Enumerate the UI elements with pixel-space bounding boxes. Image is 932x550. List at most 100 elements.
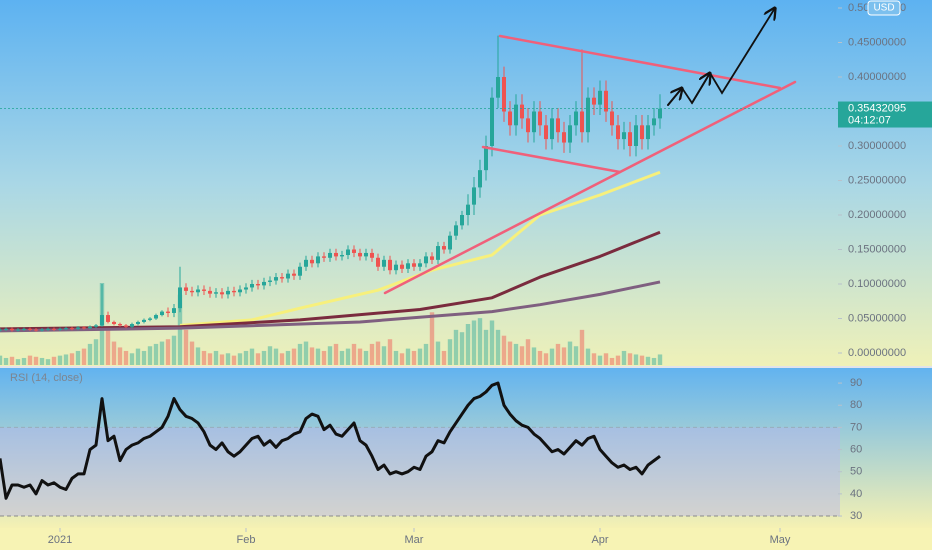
candle-body [70, 328, 74, 330]
candle-body [508, 111, 512, 126]
candle-body [184, 287, 188, 291]
candle-body [334, 252, 338, 257]
currency-badge [867, 0, 901, 16]
volume-bar [195, 347, 201, 365]
candle-body [124, 325, 128, 327]
volume-bar [447, 339, 453, 365]
candle-body [0, 329, 2, 331]
candle-body [274, 277, 278, 281]
candle-body [298, 266, 302, 276]
volume-bar [87, 343, 93, 365]
candle-body [76, 327, 80, 329]
volume-bar [51, 356, 57, 365]
candle-body [382, 259, 386, 267]
volume-bar [231, 355, 237, 365]
volume-bar [105, 329, 111, 365]
candle-body [88, 326, 92, 329]
last-price-label: 0.35432095 [848, 102, 906, 114]
volume-bar [75, 350, 81, 365]
candle-body [40, 329, 44, 331]
y-tick-label: 0.05000000 [848, 312, 906, 324]
volume-bar [525, 339, 531, 365]
rsi-tick-label: 70 [850, 421, 862, 433]
volume-bar [327, 346, 333, 365]
x-tick-label: Mar [405, 534, 424, 546]
volume-bar [63, 354, 69, 365]
volume-bar [279, 353, 285, 365]
candle-body [220, 292, 224, 295]
candle-body [424, 256, 428, 264]
volume-bar [639, 355, 645, 365]
candle-body [496, 77, 500, 98]
volume-bar [237, 353, 243, 365]
volume-bar [459, 332, 465, 365]
volume-bar [165, 339, 171, 365]
candle-body [316, 256, 320, 264]
candle-body [226, 290, 230, 295]
candle-body [250, 283, 254, 288]
candle-body [544, 125, 548, 140]
volume-bar [417, 348, 423, 365]
volume-bar [225, 353, 231, 365]
candle-body [154, 315, 158, 319]
moving-average [0, 280, 661, 333]
candle-body [628, 132, 632, 146]
candle-body [472, 187, 476, 205]
volume-bar [243, 350, 249, 365]
candle-body [490, 97, 494, 146]
candle-body [388, 259, 392, 271]
projection-arrow [667, 88, 682, 106]
candle-body [172, 308, 176, 313]
volume-bar [69, 353, 75, 365]
candle-body [142, 319, 146, 322]
candle-body [244, 287, 248, 290]
x-tick-label: 2021 [48, 534, 72, 546]
last-price-box [838, 101, 932, 128]
volume-bar [387, 339, 393, 365]
candle-body [22, 328, 26, 330]
volume-bar [273, 348, 279, 365]
volume-bar [441, 350, 447, 365]
volume-bar [489, 320, 495, 365]
volume-bar [411, 350, 417, 365]
candle-body [352, 249, 356, 253]
volume-bar [135, 348, 141, 365]
candle-body [94, 325, 98, 327]
candle-body [106, 315, 110, 322]
candle-body [574, 111, 578, 126]
candle-body [634, 125, 638, 146]
candle-body [586, 97, 590, 133]
volume-bar [453, 329, 459, 365]
candle-body [646, 125, 650, 140]
time-axis [0, 528, 932, 550]
y-tick-label: 0.40000000 [848, 71, 906, 83]
y-tick-label: 0.00000000 [848, 347, 906, 359]
volume-bar [405, 348, 411, 365]
x-tick-label: Apr [591, 534, 608, 546]
volume-bar [633, 354, 639, 365]
trendline [498, 34, 782, 90]
candle-body [592, 97, 596, 105]
candle-body [10, 328, 14, 331]
candle-body [196, 289, 200, 293]
volume-bar [531, 347, 537, 365]
volume-bar [645, 356, 651, 365]
volume-bar [585, 348, 591, 365]
candle-body [118, 324, 122, 326]
rsi-tick-label: 40 [850, 488, 862, 500]
volume-bar [333, 343, 339, 365]
countdown-label: 04:12:07 [848, 114, 891, 126]
volume-bar [579, 329, 585, 365]
volume-bar [93, 339, 99, 365]
rsi-line [0, 381, 661, 500]
candle-body [262, 281, 266, 286]
volume-bar [3, 357, 9, 365]
volume-bar [27, 355, 33, 365]
volume-bar [621, 350, 627, 365]
candle-body [130, 324, 134, 327]
volume-bar [495, 329, 501, 365]
rsi-tick-label: 80 [850, 399, 862, 411]
candle-body [148, 318, 152, 320]
